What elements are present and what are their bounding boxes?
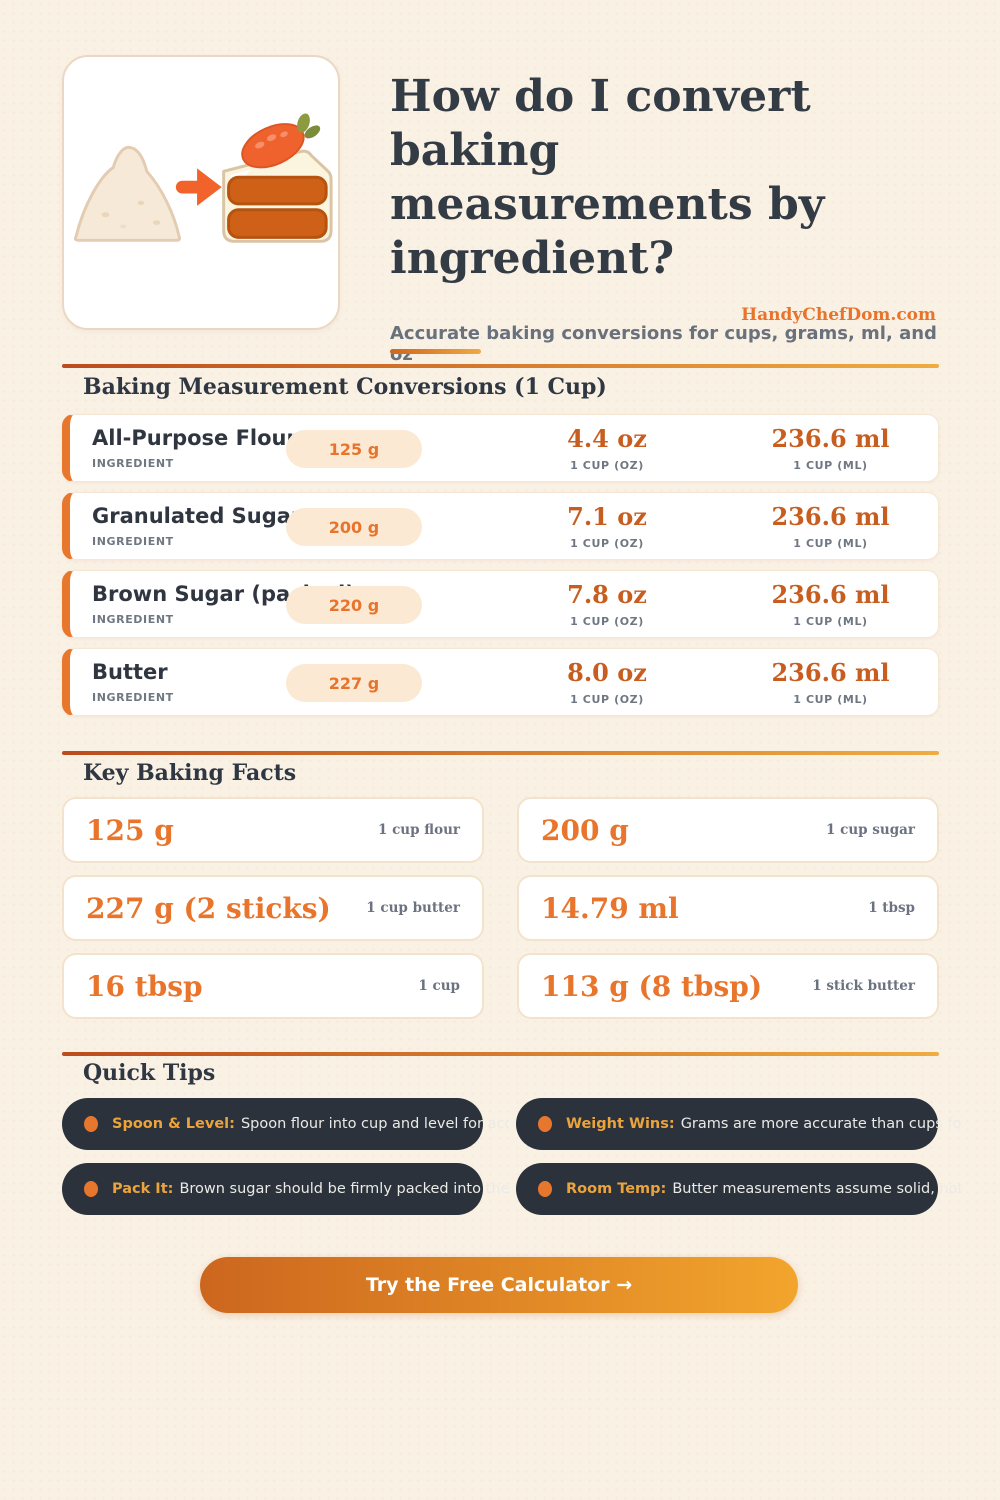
table-row: Brown Sugar (packed) INGREDIENT 220 g 7.… [62, 570, 939, 638]
oz-label: 1 CUP (OZ) [570, 693, 644, 706]
tip-item: Pack It: Brown sugar should be firmly pa… [62, 1163, 509, 1215]
ingredient-name: All-Purpose Flour [92, 426, 297, 450]
table-row: Butter INGREDIENT 227 g 8.0 oz 1 CUP (OZ… [62, 648, 939, 716]
ml-value: 236.6 ml [771, 502, 890, 531]
fact-label: 1 cup butter [366, 900, 460, 916]
fact-card: 125 g 1 cup flour [62, 797, 484, 863]
table-row: All-Purpose Flour INGREDIENT 125 g 4.4 o… [62, 414, 939, 482]
oz-value: 7.8 oz [567, 580, 647, 609]
ml-value: 236.6 ml [771, 658, 890, 687]
ingredient-label: INGREDIENT [92, 613, 174, 626]
ingredient-label: INGREDIENT [92, 535, 174, 548]
key-facts-grid: 125 g 1 cup flour 200 g 1 cup sugar 227 … [62, 797, 939, 1019]
flour-pile-icon [73, 145, 181, 242]
oz-value: 4.4 oz [567, 424, 647, 453]
bullet-dot-icon [84, 1181, 98, 1197]
conversions-heading: Baking Measurement Conversions (1 Cup) [83, 374, 607, 400]
tip-text: Brown sugar should be firmly packed into… [179, 1181, 509, 1197]
arrow-icon [175, 168, 222, 206]
ingredient-label: INGREDIENT [92, 691, 174, 704]
fact-value: 227 g (2 sticks) [86, 891, 331, 925]
fact-label: 1 cup [418, 978, 460, 994]
bullet-dot-icon [84, 1116, 98, 1132]
section-divider [62, 1052, 939, 1056]
ml-label: 1 CUP (ML) [793, 537, 868, 550]
ml-label: 1 CUP (ML) [793, 693, 868, 706]
grams-badge: 200 g [286, 508, 422, 546]
oz-label: 1 CUP (OZ) [570, 459, 644, 472]
tip-label: Room Temp: [566, 1181, 667, 1197]
fact-label: 1 cup flour [377, 822, 460, 838]
fact-card: 200 g 1 cup sugar [517, 797, 939, 863]
fact-value: 16 tbsp [86, 969, 203, 1003]
bullet-dot-icon [538, 1116, 552, 1132]
grams-badge: 227 g [286, 664, 422, 702]
fact-value: 14.79 ml [541, 891, 679, 925]
ingredient-label: INGREDIENT [92, 457, 174, 470]
fact-value: 200 g [541, 813, 629, 847]
ml-value: 236.6 ml [771, 424, 890, 453]
site-credit-link[interactable]: HandyChefDom.com [741, 305, 936, 325]
section-divider [62, 751, 939, 755]
cake-slice-icon [222, 113, 333, 243]
free-calculator-button[interactable]: Try the Free Calculator → [200, 1257, 798, 1313]
oz-value: 7.1 oz [567, 502, 647, 531]
ml-value: 236.6 ml [771, 580, 890, 609]
table-row: Granulated Sugar INGREDIENT 200 g 7.1 oz… [62, 492, 939, 560]
ml-label: 1 CUP (ML) [793, 615, 868, 628]
fact-card: 113 g (8 tbsp) 1 stick butter [517, 953, 939, 1019]
logo-card [62, 55, 340, 330]
tip-label: Spoon & Level: [112, 1116, 235, 1132]
ingredient-name: Butter [92, 660, 168, 684]
key-facts-heading: Key Baking Facts [83, 760, 297, 786]
tip-item: Spoon & Level: Spoon flour into cup and … [62, 1098, 509, 1150]
tip-text: Butter measurements assume solid, not me… [672, 1181, 962, 1197]
fact-card: 227 g (2 sticks) 1 cup butter [62, 875, 484, 941]
ingredient-name: Granulated Sugar [92, 504, 302, 528]
flour-to-cake-illustration [73, 113, 333, 243]
fact-value: 113 g (8 tbsp) [541, 969, 763, 1003]
grams-badge: 220 g [286, 586, 422, 624]
tip-text: Grams are more accurate than cups for ba… [680, 1116, 962, 1132]
oz-label: 1 CUP (OZ) [570, 537, 644, 550]
bullet-dot-icon [538, 1181, 552, 1197]
section-divider [62, 364, 939, 368]
fact-label: 1 cup sugar [826, 822, 915, 838]
carrot-leaves-icon [297, 113, 321, 139]
fact-card: 16 tbsp 1 cup [62, 953, 484, 1019]
tip-text: Spoon flour into cup and level for accur… [240, 1116, 509, 1132]
page-subtitle: Accurate baking conversions for cups, gr… [390, 323, 937, 365]
tip-label: Weight Wins: [566, 1116, 675, 1132]
oz-label: 1 CUP (OZ) [570, 615, 644, 628]
tip-item: Room Temp: Butter measurements assume so… [516, 1163, 962, 1215]
grams-badge: 125 g [286, 430, 422, 468]
oz-value: 8.0 oz [567, 658, 647, 687]
tip-item: Weight Wins: Grams are more accurate tha… [516, 1098, 962, 1150]
fact-label: 1 stick butter [812, 978, 915, 994]
fact-value: 125 g [86, 813, 174, 847]
conversion-rows: All-Purpose Flour INGREDIENT 125 g 4.4 o… [62, 414, 939, 726]
quick-tips-heading: Quick Tips [83, 1060, 216, 1086]
fact-label: 1 tbsp [868, 900, 915, 916]
fact-card: 14.79 ml 1 tbsp [517, 875, 939, 941]
ml-label: 1 CUP (ML) [793, 459, 868, 472]
subtitle-underline [390, 349, 481, 354]
tip-label: Pack It: [112, 1181, 174, 1197]
page-title: How do I convert baking measurements by … [390, 71, 825, 284]
